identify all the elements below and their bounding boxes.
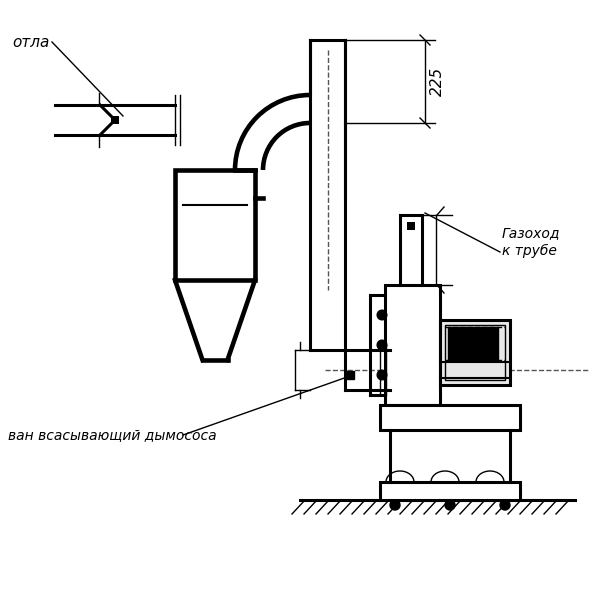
- Text: к трубе: к трубе: [502, 244, 557, 258]
- Circle shape: [378, 311, 386, 319]
- Bar: [380, 405, 520, 430]
- Text: отла: отла: [12, 35, 49, 50]
- Bar: [448, 326, 498, 360]
- Bar: [111, 116, 119, 124]
- Circle shape: [390, 500, 400, 510]
- Bar: [380, 482, 520, 500]
- Bar: [407, 222, 415, 230]
- Text: Газоход: Газоход: [502, 226, 560, 240]
- Circle shape: [445, 500, 455, 510]
- Circle shape: [500, 500, 510, 510]
- Bar: [445, 325, 505, 380]
- Bar: [175, 170, 255, 280]
- Text: ван всасывающий дымососа: ван всасывающий дымососа: [8, 428, 217, 442]
- Circle shape: [378, 371, 386, 379]
- Bar: [385, 285, 440, 405]
- Text: 225: 225: [430, 67, 445, 96]
- Circle shape: [378, 341, 386, 349]
- Bar: [440, 320, 510, 385]
- Bar: [346, 371, 354, 379]
